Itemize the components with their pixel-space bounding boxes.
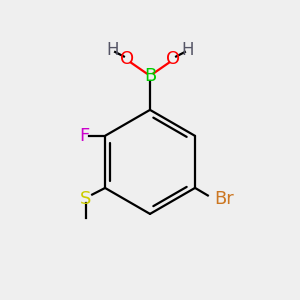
Text: B: B: [144, 67, 156, 85]
Text: H: H: [181, 40, 194, 58]
Text: O: O: [166, 50, 180, 68]
Text: Br: Br: [214, 190, 234, 208]
Text: H: H: [106, 40, 119, 58]
Text: F: F: [79, 127, 89, 145]
Text: O: O: [120, 50, 134, 68]
Text: S: S: [80, 190, 91, 208]
